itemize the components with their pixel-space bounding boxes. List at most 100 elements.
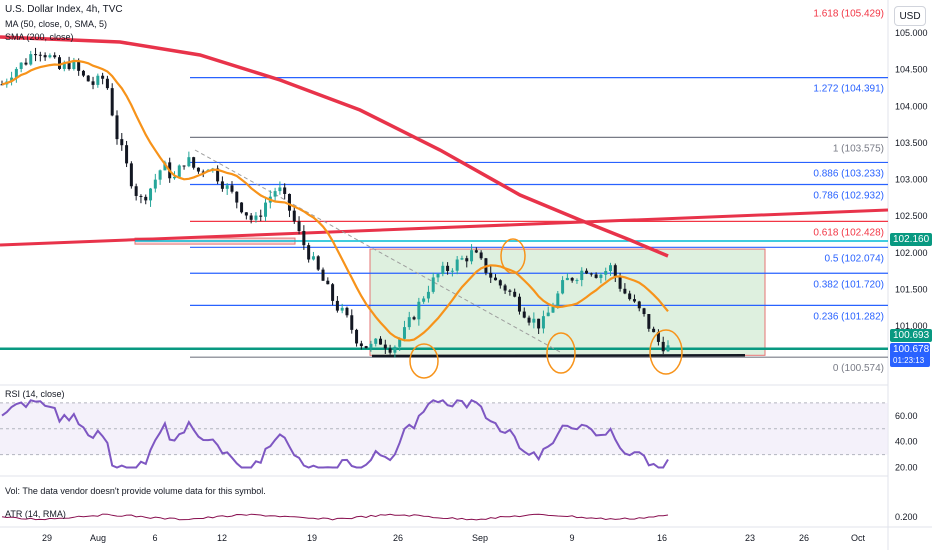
time-tick: 16 xyxy=(657,533,667,543)
candle-body xyxy=(144,196,148,201)
candle-body xyxy=(637,301,641,309)
sma200-line xyxy=(0,35,669,258)
candle-body xyxy=(613,265,617,277)
candle-body xyxy=(316,256,320,270)
price-tick: 102.000 xyxy=(895,248,928,258)
sma200-legend[interactable]: SMA (200, close) xyxy=(5,32,74,42)
candle-body xyxy=(77,61,81,71)
price-tick: 103.500 xyxy=(895,138,928,148)
atr-tick: 0.200 xyxy=(895,512,918,522)
candle-body xyxy=(431,277,435,292)
candle-body xyxy=(374,338,378,344)
fib-label: 1.618 (105.429) xyxy=(813,9,884,20)
time-tick: 29 xyxy=(42,533,52,543)
candle-body xyxy=(220,181,224,189)
candle-body xyxy=(589,273,593,275)
fib-label: 0 (100.574) xyxy=(833,363,884,374)
candle-body xyxy=(24,62,28,65)
candle-body xyxy=(326,280,330,285)
base-line xyxy=(371,354,746,358)
candle-body xyxy=(609,265,613,272)
candle-body xyxy=(417,301,421,320)
candle-body xyxy=(259,215,263,217)
candle-body xyxy=(652,328,656,333)
candle-body xyxy=(283,187,287,194)
candle-body xyxy=(393,346,397,353)
candle-body xyxy=(48,55,52,58)
candle-body xyxy=(67,62,71,70)
candle-body xyxy=(412,317,416,320)
candle-body xyxy=(196,167,200,172)
price-tick: 104.000 xyxy=(895,101,928,111)
candle-body xyxy=(287,193,291,211)
time-tick: Aug xyxy=(90,533,106,543)
candle-body xyxy=(331,284,335,301)
candle-body xyxy=(494,277,498,281)
fib-label: 0.236 (101.282) xyxy=(813,311,884,322)
candle-body xyxy=(72,61,76,70)
rsi-line xyxy=(1,399,669,469)
candle-body xyxy=(585,270,589,274)
candle-body xyxy=(297,221,301,232)
candle-body xyxy=(201,171,205,173)
candle-body xyxy=(10,77,14,82)
candle-body xyxy=(177,165,181,177)
candle-body xyxy=(62,62,66,69)
time-tick: 19 xyxy=(307,533,317,543)
candle-body xyxy=(426,291,430,299)
candle-body xyxy=(623,288,627,294)
candle-body xyxy=(158,170,162,180)
candle-body xyxy=(422,298,426,302)
candle-body xyxy=(340,307,344,311)
candle-body xyxy=(383,344,387,349)
candle-body xyxy=(14,68,18,78)
candle-body xyxy=(575,280,579,282)
candle-body xyxy=(551,306,555,313)
fib-label: 0.786 (102.932) xyxy=(813,190,884,201)
candle-body xyxy=(618,276,622,289)
candle-body xyxy=(460,258,464,260)
price-badge-100693: 100.693 xyxy=(890,329,932,342)
candle-body xyxy=(163,162,167,171)
atr-legend[interactable]: ATR (14, RMA) xyxy=(5,509,66,519)
candle-body xyxy=(345,307,349,316)
candle-body xyxy=(498,280,502,286)
rising-trendline xyxy=(0,208,889,247)
candle-body xyxy=(125,145,129,164)
candle-body xyxy=(561,280,565,294)
candle-body xyxy=(628,293,632,300)
candle-body xyxy=(187,157,191,167)
fib-label: 0.5 (102.074) xyxy=(825,253,885,264)
candle-body xyxy=(450,270,454,272)
rsi-legend[interactable]: RSI (14, close) xyxy=(5,389,65,399)
candle-body xyxy=(264,202,268,217)
candle-body xyxy=(537,318,541,329)
candle-body xyxy=(254,215,258,220)
candle-body xyxy=(192,157,196,168)
candle-body xyxy=(96,75,100,85)
candle-body xyxy=(249,215,253,220)
ma50-legend[interactable]: MA (50, close, 0, SMA, 5) xyxy=(5,19,108,29)
time-tick: Sep xyxy=(472,533,488,543)
candle-body xyxy=(149,188,153,201)
currency-button[interactable]: USD xyxy=(894,6,926,26)
candle-body xyxy=(546,312,550,317)
candle-body xyxy=(172,176,176,179)
candle-body xyxy=(101,75,105,79)
time-tick: 26 xyxy=(799,533,809,543)
candle-body xyxy=(302,231,306,246)
candle-body xyxy=(134,186,138,196)
price-axis-panel[interactable] xyxy=(888,0,932,550)
candle-body xyxy=(230,185,234,192)
candle-body xyxy=(388,348,392,353)
candle-body xyxy=(153,179,157,189)
candle-body xyxy=(604,271,608,275)
time-tick: 6 xyxy=(152,533,157,543)
fib-label: 0.618 (102.428) xyxy=(813,227,884,238)
time-tick: Oct xyxy=(851,533,866,543)
candle-body xyxy=(647,314,651,329)
annotation-circle xyxy=(546,332,576,374)
candle-body xyxy=(398,338,402,347)
candle-body xyxy=(129,163,133,187)
